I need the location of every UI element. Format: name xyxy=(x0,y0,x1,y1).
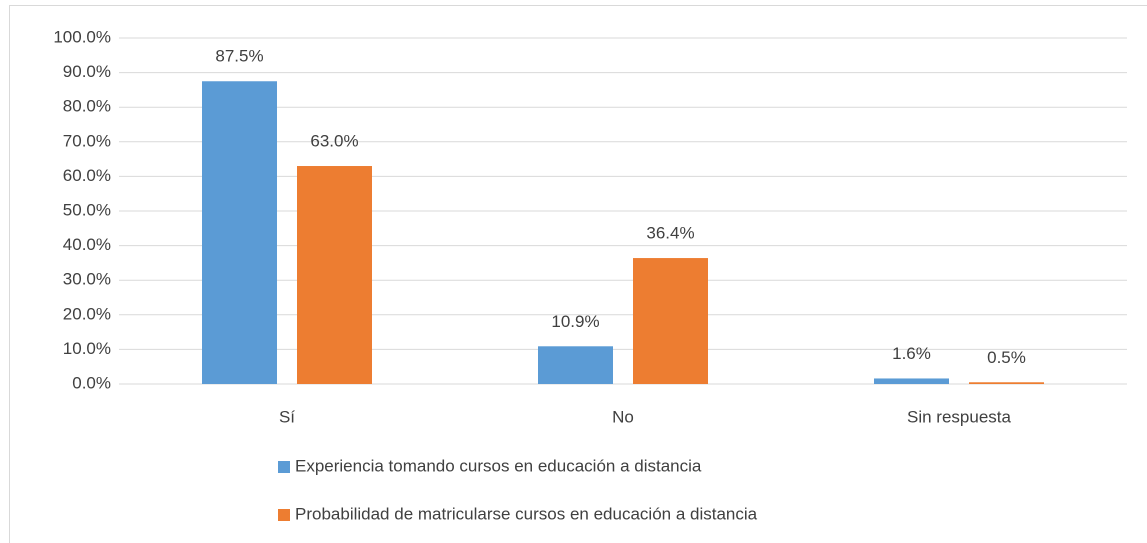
x-tick-label: Sí xyxy=(279,407,295,426)
y-tick-label: 100.0% xyxy=(53,27,111,46)
y-tick-label: 0.0% xyxy=(72,373,111,392)
legend-label: Experiencia tomando cursos en educación … xyxy=(295,456,702,475)
y-tick-label: 40.0% xyxy=(63,235,111,254)
bar xyxy=(538,346,613,384)
bar xyxy=(874,378,949,384)
y-tick-label: 70.0% xyxy=(63,131,111,150)
bar xyxy=(633,258,708,384)
y-tick-label: 30.0% xyxy=(63,270,111,289)
value-label: 1.6% xyxy=(892,344,931,363)
legend-swatch xyxy=(278,461,290,473)
legend-label: Probabilidad de matricularse cursos en e… xyxy=(295,504,758,523)
y-tick-label: 10.0% xyxy=(63,339,111,358)
value-label: 36.4% xyxy=(646,224,694,243)
x-tick-label: Sin respuesta xyxy=(907,407,1011,426)
bar xyxy=(297,166,372,384)
value-label: 0.5% xyxy=(987,348,1026,367)
value-label: 63.0% xyxy=(310,132,358,151)
y-tick-label: 90.0% xyxy=(63,62,111,81)
y-tick-label: 60.0% xyxy=(63,166,111,185)
x-tick-label: No xyxy=(612,407,634,426)
value-label: 10.9% xyxy=(551,312,599,331)
legend-swatch xyxy=(278,509,290,521)
bar xyxy=(202,81,277,384)
value-label: 87.5% xyxy=(215,47,263,66)
chart-border xyxy=(9,5,1147,543)
y-tick-label: 80.0% xyxy=(63,97,111,116)
y-tick-label: 50.0% xyxy=(63,200,111,219)
y-tick-label: 20.0% xyxy=(63,304,111,323)
bar xyxy=(969,382,1044,384)
